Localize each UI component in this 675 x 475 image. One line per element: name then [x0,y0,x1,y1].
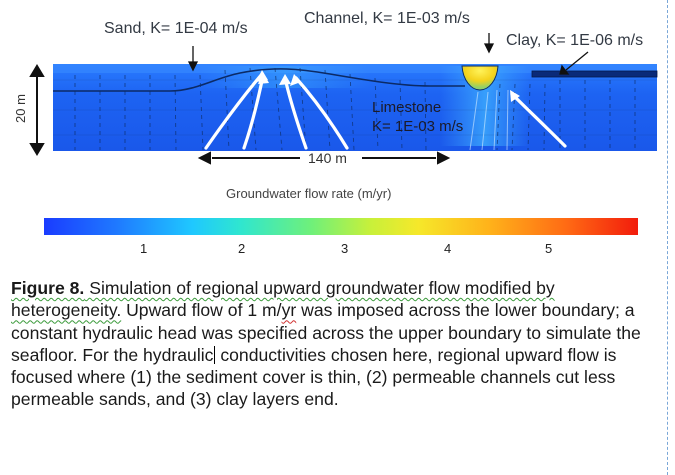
limestone-label: Limestone [372,99,442,116]
colorbar-tick-1: 1 [140,241,148,256]
flow-arrow-1 [204,72,264,150]
clay-label: Clay, K= 1E-06 m/s [506,32,644,49]
caption-part2: Upward flow of 1 m/ [121,300,282,321]
distance-label: 140 m [308,150,347,166]
flow-arrow-4 [294,76,349,150]
figure-caption[interactable]: Figure 8. Simulation of regional upward … [11,277,661,411]
colorbar-tick-5: 5 [545,241,553,256]
model-cross-section [29,33,658,165]
depth-label: 20 m [12,94,28,123]
caption-lead: Figure 8. [11,278,85,298]
colorbar-tick-2: 2 [238,241,246,256]
flow-arrow-5 [510,92,567,148]
text-cursor [214,345,216,364]
limestone-k-label: K= 1E-03 m/s [372,118,464,135]
page-boundary-dashed-line [667,0,668,475]
caption-part4: conductivities chosen here, regional upw… [11,344,617,410]
colorbar-tick-4: 4 [444,241,452,256]
channel-body [461,65,499,91]
clay-layer [531,70,658,78]
sand-limestone-interface [53,68,465,92]
channel-label: Channel, K= 1E-03 m/s [304,10,470,27]
sand-label: Sand, K= 1E-04 m/s [104,20,248,37]
colorbar [44,218,638,235]
colorbar-title: Groundwater flow rate (m/yr) [226,186,392,201]
colorbar-tick-3: 3 [341,241,349,256]
caption-part1: Simulation of regional upward groundwate… [11,278,555,321]
caption-unit: yr [281,300,297,321]
caption-part3: was imposed across the lower boundary; a… [11,300,641,365]
figure-panel: Sand, K= 1E-04 m/s Channel, K= 1E-03 m/s… [12,10,658,256]
